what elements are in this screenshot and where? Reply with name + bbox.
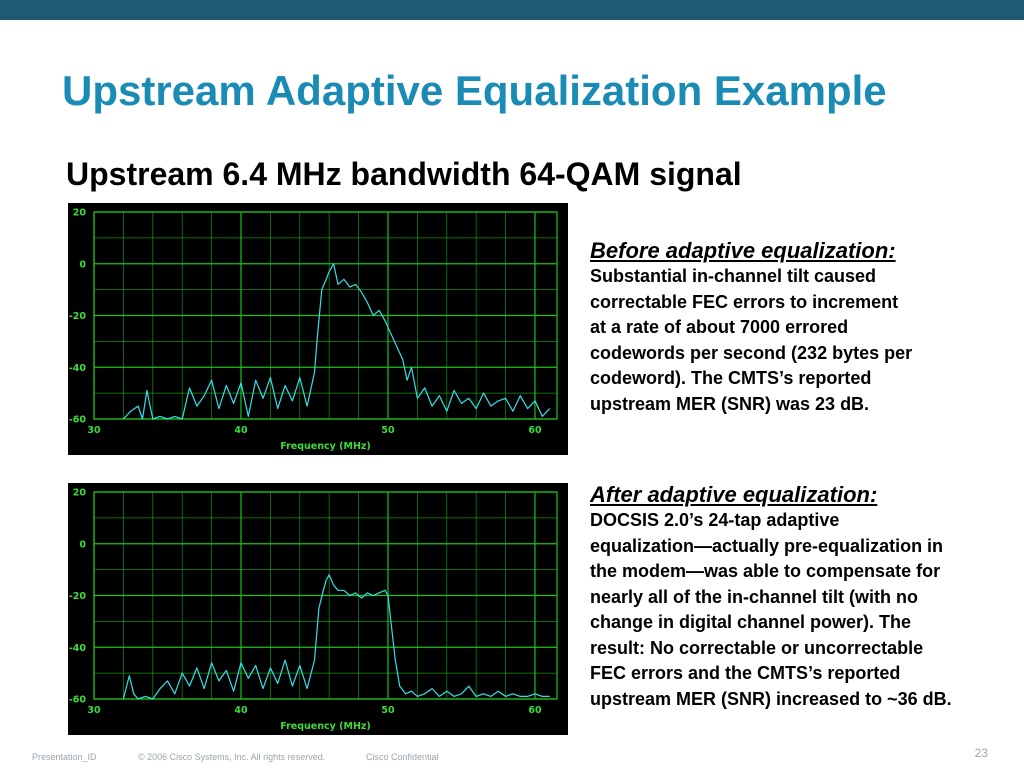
annotation-after-body: DOCSIS 2.0’s 24-tap adaptive equalizatio…: [590, 510, 952, 709]
y-tick-label: -40: [69, 363, 87, 374]
y-tick-label: -60: [69, 415, 87, 426]
y-tick-label: -60: [69, 695, 87, 706]
y-tick-label: 20: [73, 208, 87, 219]
x-tick-label: 30: [87, 705, 101, 716]
x-tick-label: 50: [381, 425, 395, 436]
slide-subtitle: Upstream 6.4 MHz bandwidth 64-QAM signal: [66, 156, 742, 192]
annotation-after: After adaptive equalization: DOCSIS 2.0’…: [590, 482, 1020, 712]
x-tick-label: 60: [528, 425, 542, 436]
annotation-before: Before adaptive equalization: Substantia…: [590, 238, 1020, 417]
x-tick-label: 50: [381, 705, 395, 716]
chart-background: [68, 483, 568, 735]
y-tick-label: 0: [79, 259, 86, 270]
spectrum-trace-line: [122, 574, 550, 700]
y-tick-label: 20: [73, 488, 87, 499]
x-tick-label: 30: [87, 425, 101, 436]
x-tick-label: 40: [234, 425, 248, 436]
x-axis-label: Frequency (MHz): [280, 441, 371, 452]
plot-border: [93, 211, 558, 420]
top-accent-bar: [0, 0, 1024, 20]
y-tick-label: -20: [69, 311, 87, 322]
slide-title: Upstream Adaptive Equalization Example: [62, 67, 887, 114]
annotation-after-heading: After adaptive equalization:: [590, 482, 878, 507]
x-tick-label: 40: [234, 705, 248, 716]
y-tick-label: -40: [69, 643, 87, 654]
annotation-before-body: Substantial in-channel tilt caused corre…: [590, 266, 913, 414]
annotation-before-heading: Before adaptive equalization:: [590, 238, 896, 263]
x-axis-label: Frequency (MHz): [280, 721, 371, 732]
footer-confidential: Cisco Confidential: [366, 752, 439, 762]
y-tick-label: 0: [79, 539, 86, 550]
plot-border: [93, 491, 558, 700]
y-tick-label: -20: [69, 591, 87, 602]
page-number: 23: [974, 746, 988, 760]
spectrum-trace-line: [122, 263, 551, 420]
footer-copyright: © 2006 Cisco Systems, Inc. All rights re…: [138, 752, 326, 762]
x-tick-label: 60: [528, 705, 542, 716]
footer-presentation-id: Presentation_ID: [32, 752, 97, 762]
